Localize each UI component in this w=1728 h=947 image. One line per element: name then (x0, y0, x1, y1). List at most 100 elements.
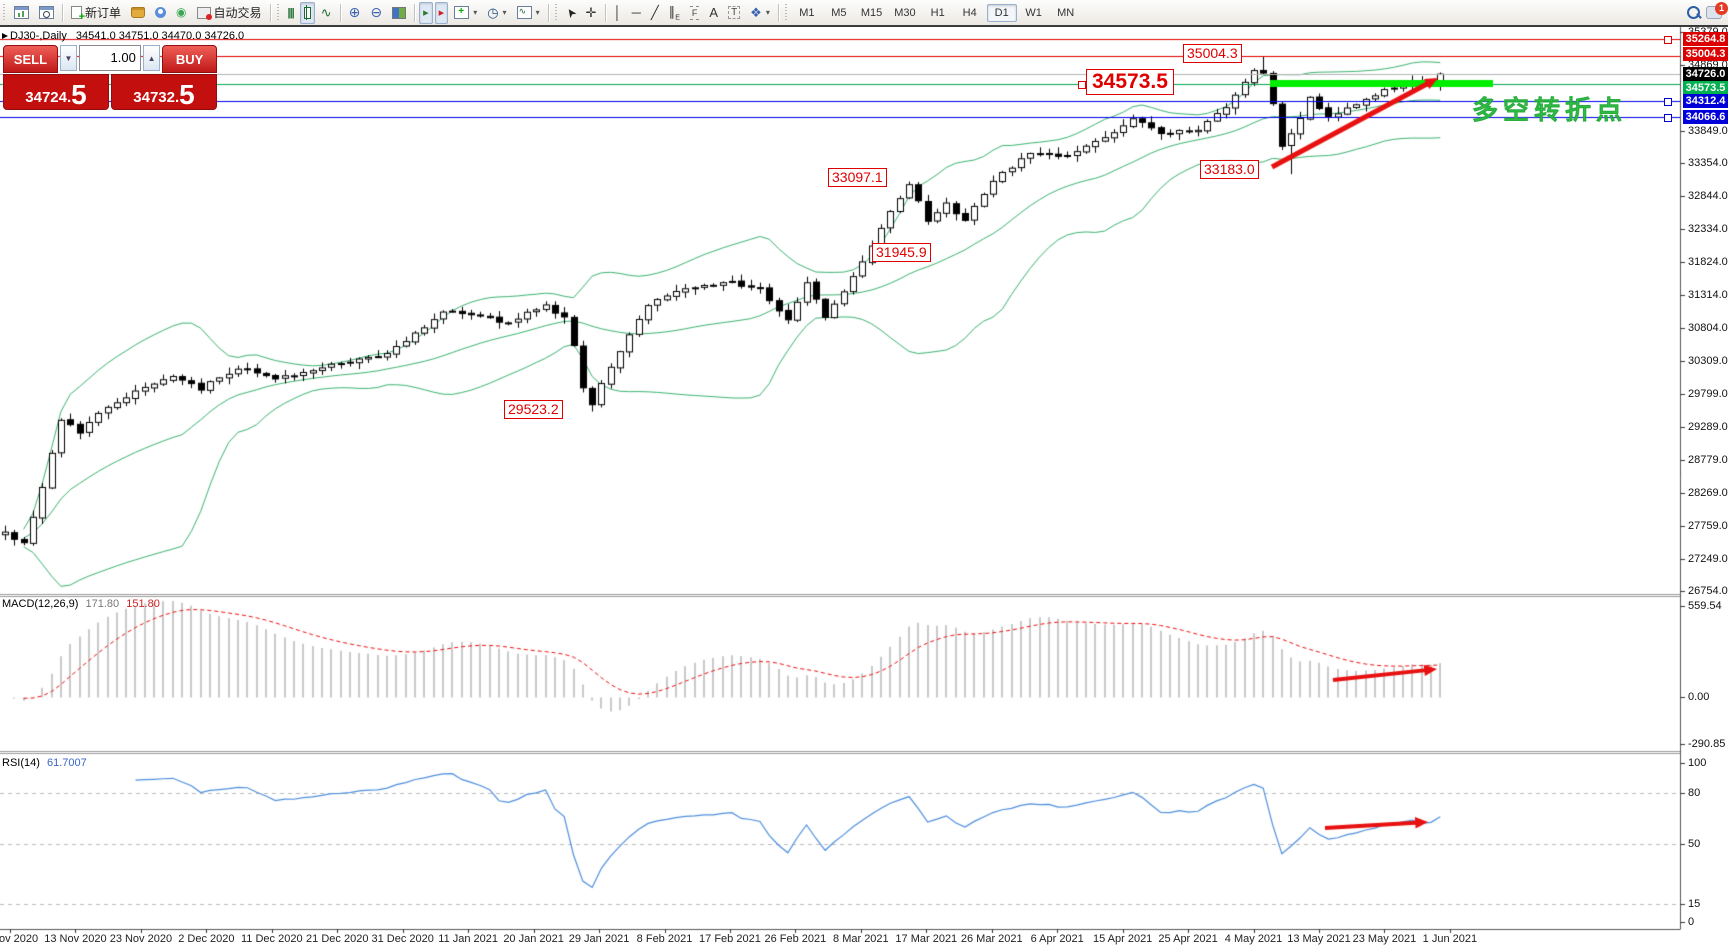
date-label: 25 Apr 2021 (1158, 933, 1218, 945)
macd-label: MACD(12,26,9) 171.80 151.80 (2, 598, 160, 610)
zoom-in-icon: ⊕ (348, 4, 361, 20)
price-label-34573[interactable]: 34573.5 (1086, 69, 1174, 95)
equidistant-channel-icon: ∥E (668, 3, 680, 22)
axis-tag-current-price: 34726.0 (1683, 67, 1728, 81)
market-watch-button[interactable] (127, 2, 149, 24)
price-tick: 33849.0 (1688, 125, 1728, 137)
zoom-in-button[interactable]: ⊕ (345, 2, 365, 24)
date-label: 8 Mar 2021 (833, 933, 889, 945)
horizontal-line-button[interactable]: ─ (628, 2, 645, 24)
timeframe-button-W1[interactable]: W1 (1025, 7, 1042, 19)
axis-tag-35004: 35004.3 (1683, 47, 1728, 61)
community-icon (155, 7, 167, 18)
templates-caret-icon: ▾ (535, 8, 540, 17)
volume-down-button[interactable]: ▼ (59, 45, 78, 71)
chart-marker-icon (2, 33, 8, 39)
tile-windows-button[interactable] (388, 2, 410, 24)
clock-icon: ◷ (487, 5, 499, 20)
line-chart-button[interactable]: ∿ (317, 2, 336, 24)
timeframe-button-M30[interactable]: M30 (894, 7, 916, 19)
date-label: 26 Mar 2021 (960, 933, 1023, 945)
rsi-tick: 0 (1688, 916, 1695, 928)
line-handle[interactable] (1664, 36, 1672, 44)
indicators-caret-icon: ▾ (473, 8, 478, 17)
rsi-tick: 50 (1688, 838, 1701, 850)
community-button[interactable] (151, 2, 170, 24)
signal-icon: ◉ (176, 5, 187, 19)
periods-button[interactable]: ◷ ▾ (483, 2, 510, 24)
sell-price[interactable]: 34724. 5 (3, 74, 109, 110)
fibonacci-button[interactable]: F (686, 2, 704, 24)
timeframe-button-H1[interactable]: H1 (930, 7, 945, 19)
toolbar-grip[interactable] (2, 3, 7, 22)
chart-shift-button[interactable]: ▸ (434, 1, 449, 24)
line-handle[interactable] (1664, 114, 1672, 122)
rsi-tick: 100 (1688, 757, 1707, 769)
templates-button[interactable]: ∿ ▾ (513, 2, 544, 24)
price-tick: 31314.0 (1688, 289, 1728, 302)
macd-signal-value: 151.80 (126, 598, 160, 610)
chart-window-icon (14, 6, 29, 19)
date-label: 13 May 2021 (1287, 933, 1351, 945)
zoom-out-button[interactable]: ⊖ (366, 2, 386, 24)
timeframe-button-M1[interactable]: M1 (799, 7, 815, 19)
timeframe-button-D1[interactable]: D1 (986, 4, 1017, 22)
candlestick-chart-button[interactable] (299, 1, 315, 24)
vertical-line-icon: │ (613, 5, 622, 20)
chat-icon[interactable]: 1 (1706, 2, 1728, 19)
price-label-35004[interactable]: 35004.3 (1183, 44, 1242, 63)
sell-price-main: 34724. (25, 89, 72, 106)
timeframe-button-M5[interactable]: M5 (831, 7, 847, 19)
auto-scroll-button[interactable]: ▸ (419, 1, 433, 24)
axis-tag-34573: 34573.5 (1683, 81, 1728, 95)
buy-button[interactable]: BUY (162, 45, 217, 73)
chart-ohlc-values: 34541.0 34751.0 34470.0 34726.0 (75, 30, 245, 42)
timeframe-button-M15[interactable]: M15 (860, 7, 883, 19)
price-tick: 30804.0 (1688, 322, 1728, 335)
volume-up-button[interactable]: ▲ (142, 45, 161, 71)
crosshair-button[interactable]: ✛ (582, 2, 601, 24)
chart-profiles-button[interactable] (35, 2, 58, 24)
indicators-icon: + (454, 6, 470, 19)
vertical-line-button[interactable]: │ (610, 2, 626, 24)
trendline-button[interactable]: ╱ (647, 2, 663, 24)
price-label-29523[interactable]: 29523.2 (504, 400, 563, 419)
date-label: 20 Jan 2021 (503, 933, 564, 945)
candlestick-chart-icon (303, 4, 311, 20)
date-label: 21 Dec 2020 (306, 933, 369, 945)
volume-input[interactable]: 1.00 (79, 45, 141, 71)
timeframe-button-MN[interactable]: MN (1057, 7, 1075, 19)
label-handle[interactable] (1078, 81, 1086, 89)
cn-annotation-text[interactable]: 多空转折点 (1472, 95, 1628, 126)
price-tick: 28779.0 (1688, 453, 1728, 466)
search-icon[interactable] (1687, 6, 1700, 19)
sell-button[interactable]: SELL (3, 45, 58, 73)
timeframe-button-H4[interactable]: H4 (962, 7, 977, 19)
price-label-33183[interactable]: 33183.0 (1200, 160, 1259, 179)
indicators-button[interactable]: + ▾ (450, 2, 481, 24)
price-tick: 27759.0 (1688, 519, 1728, 532)
text-label-button[interactable]: T (724, 2, 744, 24)
signals-button[interactable]: ◉ (172, 2, 190, 24)
cursor-button[interactable]: ➤ (562, 2, 580, 24)
price-label-33097[interactable]: 33097.1 (828, 168, 887, 187)
bar-chart-button[interactable]: ||| (284, 2, 298, 24)
arrows-button[interactable]: ❖ ▾ (746, 2, 774, 24)
price-tick: 28269.0 (1688, 486, 1728, 499)
line-chart-icon: ∿ (320, 4, 332, 20)
date-label: 2 Dec 2020 (178, 933, 235, 945)
new-order-button[interactable]: 新订单 (67, 2, 125, 24)
text-label-icon: T (728, 6, 741, 19)
equidistant-channel-button[interactable]: ∥E (665, 2, 684, 24)
new-chart-window-button[interactable] (10, 2, 33, 24)
trendline-icon: ╱ (650, 4, 659, 20)
line-handle[interactable] (1664, 98, 1672, 106)
autotrading-button[interactable]: 自动交易 (193, 2, 266, 24)
date-label: 4 May 2021 (1224, 933, 1283, 945)
text-button[interactable]: A (705, 2, 722, 24)
buy-price[interactable]: 34732. 5 (111, 74, 217, 110)
price-label-31945[interactable]: 31945.9 (872, 243, 931, 262)
purse-icon (131, 7, 146, 18)
